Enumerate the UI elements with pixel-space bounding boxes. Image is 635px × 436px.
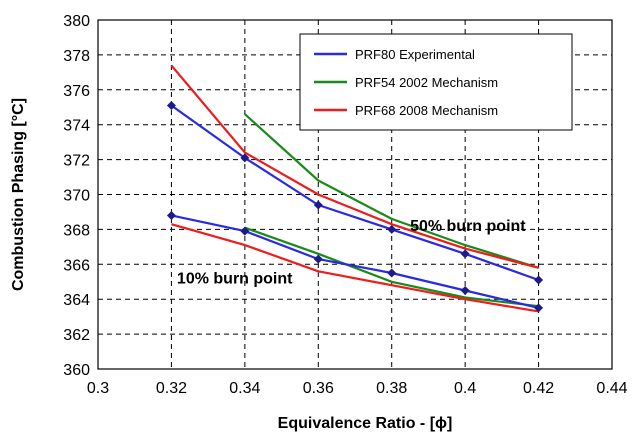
data-point-marker (387, 268, 397, 278)
data-point-marker (166, 101, 176, 111)
data-point-marker (534, 275, 544, 285)
y-tick-label: 380 (63, 13, 90, 30)
data-point-marker (313, 254, 323, 264)
data-point-marker (534, 303, 544, 313)
y-tick-label: 364 (63, 292, 90, 309)
x-tick-label: 0.3 (87, 380, 109, 397)
y-tick-label: 376 (63, 83, 90, 100)
data-point-marker (460, 249, 470, 259)
x-tick-label: 0.4 (454, 380, 476, 397)
series-line (171, 214, 539, 309)
y-tick-label: 370 (63, 188, 90, 205)
y-tick-label: 378 (63, 48, 90, 65)
series-line (244, 226, 539, 308)
legend-label: PRF80 Experimental (355, 47, 475, 62)
x-tick-label: 0.34 (229, 380, 260, 397)
y-axis-title: Combustion Phasing [°C] (10, 98, 27, 291)
y-tick-label: 368 (63, 222, 90, 239)
data-point-marker (460, 285, 470, 295)
legend-label: PRF68 2008 Mechanism (355, 103, 498, 118)
annotation-label: 50% burn point (410, 218, 526, 235)
x-tick-label: 0.32 (156, 380, 187, 397)
x-axis-ticks: 0.3 0.32 0.34 0.36 0.38 0.4 0.42 0.44 (87, 380, 628, 397)
x-tick-label: 0.38 (376, 380, 407, 397)
data-point-marker (313, 200, 323, 210)
series-line (170, 64, 539, 269)
series-lines (170, 64, 539, 313)
y-tick-label: 374 (63, 118, 90, 135)
x-tick-label: 0.44 (596, 380, 627, 397)
y-tick-label: 366 (63, 257, 90, 274)
x-tick-label: 0.42 (523, 380, 554, 397)
annotation-label: 10% burn point (177, 270, 293, 287)
legend-label: PRF54 2002 Mechanism (355, 75, 498, 90)
annotations: 50% burn point 10% burn point (177, 218, 526, 287)
plot-area (97, 19, 613, 370)
x-tick-label: 0.36 (303, 380, 334, 397)
legend: PRF80 Experimental PRF54 2002 Mechanism PR… (299, 33, 573, 131)
y-tick-label: 372 (63, 153, 90, 170)
x-axis-title: Equivalence Ratio - [ϕ] (278, 415, 453, 432)
series-line (170, 104, 539, 282)
data-point-marker (387, 224, 397, 234)
data-point-marker (166, 210, 176, 220)
y-axis-ticks: 360 362 364 366 368 370 372 374 376 378 380 (63, 13, 90, 379)
data-point-marker (240, 226, 250, 236)
y-tick-label: 360 (63, 362, 90, 379)
data-point-marker (240, 153, 250, 163)
series-markers (166, 101, 544, 313)
series-line (171, 223, 539, 313)
series-line (244, 113, 539, 269)
y-tick-label: 362 (63, 327, 90, 344)
